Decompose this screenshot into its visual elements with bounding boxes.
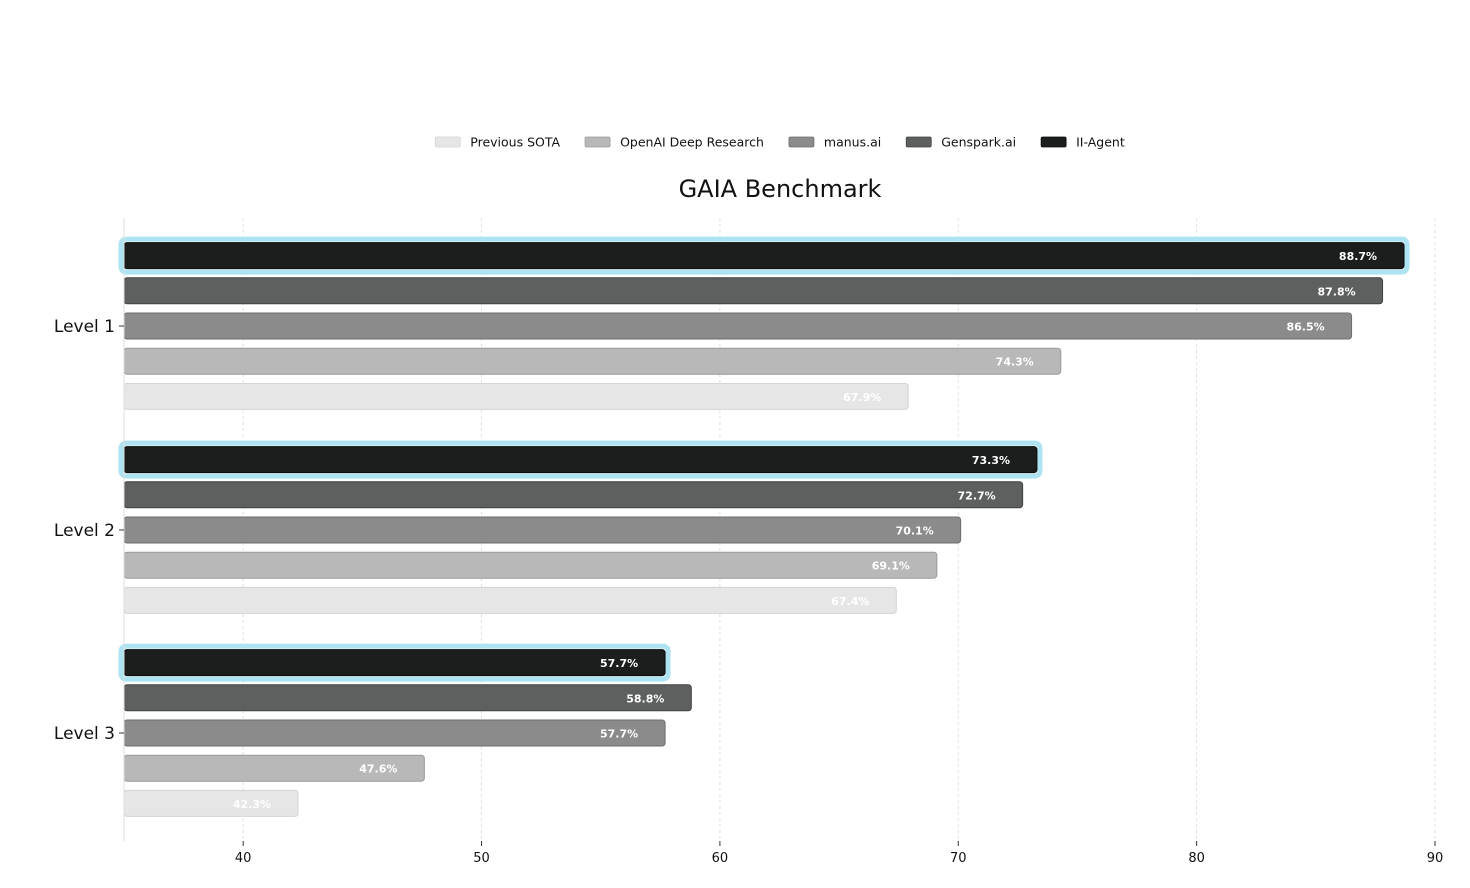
- bar-genspark-ai-level-3: [123, 684, 692, 712]
- bar-ii-agent-level-1: [123, 242, 1405, 270]
- legend-label-ii-agent: II-Agent: [1076, 135, 1125, 150]
- value-label-manus-ai-level-1: 86.5%: [1286, 321, 1324, 334]
- y-tick-label-2: Level 2: [54, 521, 115, 541]
- y-tick-label-3: Level 3: [54, 724, 115, 744]
- x-tick-label-80: 80: [1188, 851, 1205, 866]
- legend-label-manus-ai: manus.ai: [824, 135, 881, 150]
- legend-swatch-manus-ai: [788, 136, 815, 148]
- value-label-manus-ai-level-2: 70.1%: [896, 525, 934, 538]
- value-label-previous-sota-level-3: 42.3%: [233, 798, 271, 811]
- x-tick-label-60: 60: [712, 851, 729, 866]
- bar-openai-deep-research-level-2: [123, 551, 938, 579]
- value-label-openai-deep-research-level-1: 74.3%: [996, 356, 1034, 369]
- value-label-manus-ai-level-3: 57.7%: [600, 728, 638, 741]
- legend-item-genspark-ai: Genspark.ai: [905, 135, 1016, 150]
- legend-swatch-previous-sota: [434, 136, 461, 148]
- value-label-previous-sota-level-2: 67.4%: [831, 595, 869, 608]
- value-label-ii-agent-level-3: 57.7%: [600, 657, 638, 670]
- value-label-openai-deep-research-level-3: 47.6%: [359, 763, 397, 776]
- bar-genspark-ai-level-2: [123, 481, 1024, 509]
- value-label-previous-sota-level-1: 67.9%: [843, 391, 881, 404]
- bar-manus-ai-level-3: [123, 719, 666, 747]
- value-label-ii-agent-level-1: 88.7%: [1339, 250, 1377, 263]
- legend-label-genspark-ai: Genspark.ai: [941, 135, 1016, 150]
- chart-title: GAIA Benchmark: [679, 175, 882, 203]
- value-label-genspark-ai-level-1: 87.8%: [1317, 285, 1355, 298]
- x-tick-label-90: 90: [1427, 851, 1444, 866]
- highlight-glow-ii-agent-2: [118, 440, 1043, 479]
- legend-item-previous-sota: Previous SOTA: [434, 135, 561, 150]
- bars-layer: 67.9% 74.3% 86.5% 87.8% 88.7% 67.4% 69.1% 70.1%…: [118, 236, 1410, 817]
- x-tick-label-40: 40: [235, 851, 252, 866]
- axes-layer: Level 1 Level 2 Level 3 40 50 60 70 80 90: [54, 218, 1443, 866]
- legend-swatch-ii-agent: [1040, 136, 1067, 148]
- x-tick-label-50: 50: [473, 851, 490, 866]
- bar-previous-sota-level-2: [123, 586, 897, 614]
- value-label-openai-deep-research-level-2: 69.1%: [872, 560, 910, 573]
- legend-label-previous-sota: Previous SOTA: [470, 135, 560, 150]
- legend-label-openai-deep-research: OpenAI Deep Research: [620, 135, 764, 150]
- x-tick-label-70: 70: [950, 851, 967, 866]
- bar-previous-sota-level-1: [123, 382, 909, 410]
- chart-legend: Previous SOTA OpenAI Deep Research manus.a…: [434, 135, 1125, 150]
- bar-previous-sota-level-3: [123, 789, 299, 817]
- legend-item-ii-agent: II-Agent: [1040, 135, 1125, 150]
- bar-openai-deep-research-level-1: [123, 347, 1062, 375]
- bar-ii-agent-level-2: [123, 446, 1038, 474]
- value-label-ii-agent-level-2: 73.3%: [972, 454, 1010, 467]
- legend-swatch-genspark-ai: [905, 136, 932, 148]
- legend-swatch-openai-deep-research: [584, 136, 611, 148]
- bar-manus-ai-level-1: [123, 312, 1353, 340]
- bar-genspark-ai-level-1: [123, 277, 1384, 305]
- legend-item-manus-ai: manus.ai: [788, 135, 881, 150]
- y-tick-label-1: Level 1: [54, 317, 115, 337]
- legend-item-openai-deep-research: OpenAI Deep Research: [584, 135, 764, 150]
- highlight-glow-ii-agent-1: [118, 236, 1410, 275]
- bar-ii-agent-level-3: [123, 649, 666, 677]
- value-label-genspark-ai-level-3: 58.8%: [626, 692, 664, 705]
- value-label-genspark-ai-level-2: 72.7%: [958, 489, 996, 502]
- bar-manus-ai-level-2: [123, 516, 962, 544]
- highlight-glow-ii-agent-3: [118, 643, 671, 682]
